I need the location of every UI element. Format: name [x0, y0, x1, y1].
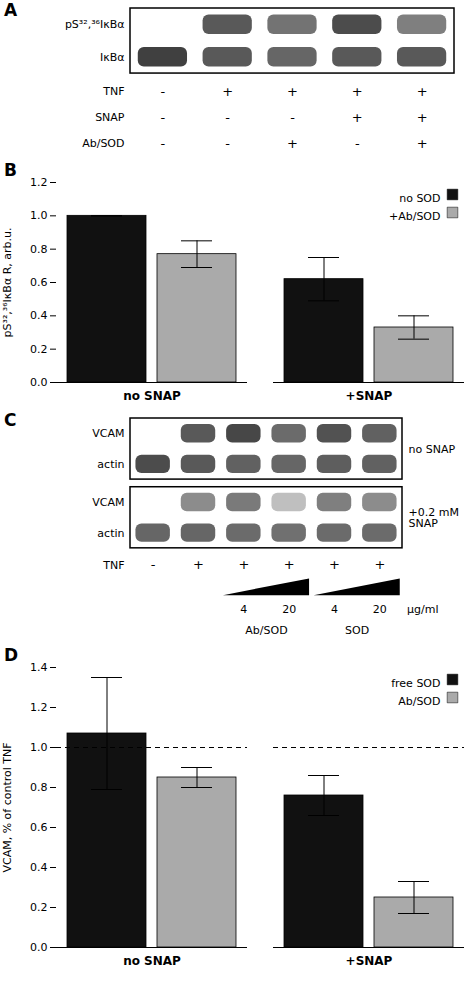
svg-text:+: +	[287, 136, 298, 151]
svg-text:no SOD: no SOD	[399, 192, 440, 205]
svg-text:VCAM: VCAM	[92, 427, 124, 440]
svg-text:-: -	[225, 136, 230, 151]
svg-text:+0.2 mMSNAP: +0.2 mMSNAP	[409, 506, 459, 530]
svg-text:actin: actin	[97, 458, 124, 471]
svg-text:-: -	[151, 557, 156, 572]
svg-text:1.2: 1.2	[30, 701, 48, 714]
svg-text:no SNAP: no SNAP	[409, 443, 456, 456]
svg-text:0.4: 0.4	[30, 861, 48, 874]
svg-text:+: +	[284, 557, 295, 572]
svg-text:+: +	[352, 110, 363, 125]
svg-text:0.0: 0.0	[30, 941, 48, 954]
svg-text:Ab/SOD: Ab/SOD	[398, 695, 440, 708]
svg-text:Ab/SOD: Ab/SOD	[82, 137, 124, 150]
svg-text:20: 20	[373, 603, 387, 616]
svg-text:0.2: 0.2	[30, 901, 48, 914]
svg-text:+: +	[193, 557, 204, 572]
svg-text:+: +	[374, 557, 385, 572]
svg-text:IκBα: IκBα	[100, 51, 125, 64]
svg-text:+: +	[222, 84, 233, 99]
svg-text:1.2: 1.2	[30, 176, 48, 189]
html-text:C: C	[4, 410, 17, 430]
svg-text:TNF: TNF	[102, 559, 124, 572]
svg-text:+Ab/SOD: +Ab/SOD	[389, 210, 441, 223]
svg-text:SNAP: SNAP	[95, 111, 125, 124]
svg-text:-: -	[161, 136, 166, 151]
svg-text:actin: actin	[97, 527, 124, 540]
svg-text:+: +	[417, 136, 428, 151]
svg-text:0.6: 0.6	[30, 821, 48, 834]
html-text:B: B	[4, 160, 17, 180]
svg-text:no SNAP: no SNAP	[123, 389, 181, 403]
html-text:A: A	[4, 0, 18, 20]
svg-text:-: -	[161, 84, 166, 99]
svg-text:pS³²,³⁶IκBα: pS³²,³⁶IκBα	[65, 18, 125, 31]
svg-text:1.0: 1.0	[30, 209, 48, 222]
svg-text:0.8: 0.8	[30, 781, 48, 794]
svg-text:+: +	[417, 110, 428, 125]
svg-text:0.4: 0.4	[30, 309, 48, 322]
svg-text:4: 4	[240, 603, 247, 616]
svg-text:1.0: 1.0	[30, 741, 48, 754]
svg-text:+: +	[352, 84, 363, 99]
svg-text:0.6: 0.6	[30, 276, 48, 289]
svg-text:no SNAP: no SNAP	[123, 954, 181, 968]
html-text:D: D	[4, 645, 19, 665]
svg-text:SOD: SOD	[345, 624, 369, 637]
svg-text:-: -	[161, 110, 166, 125]
svg-text:VCAM, % of control TNF: VCAM, % of control TNF	[1, 742, 14, 872]
svg-text:+SNAP: +SNAP	[346, 389, 393, 403]
svg-text:+SNAP: +SNAP	[346, 954, 393, 968]
svg-text:Ab/SOD: Ab/SOD	[245, 624, 287, 637]
svg-text:+: +	[287, 84, 298, 99]
svg-text:0.0: 0.0	[30, 376, 48, 389]
svg-text:0.2: 0.2	[30, 343, 48, 356]
svg-text:1.4: 1.4	[30, 661, 48, 674]
svg-text:TNF: TNF	[102, 85, 124, 98]
svg-text:-: -	[225, 110, 230, 125]
svg-text:20: 20	[282, 603, 296, 616]
svg-text:4: 4	[331, 603, 338, 616]
svg-text:+: +	[329, 557, 340, 572]
svg-text:+: +	[238, 557, 249, 572]
svg-text:0.8: 0.8	[30, 243, 48, 256]
svg-text:free SOD: free SOD	[391, 677, 440, 690]
svg-text:-: -	[355, 136, 360, 151]
svg-text:VCAM: VCAM	[92, 496, 124, 509]
svg-text:pS³²,³⁶IκBα R, arb.u.: pS³²,³⁶IκBα R, arb.u.	[1, 228, 14, 338]
svg-text:+: +	[417, 84, 428, 99]
svg-text:μg/ml: μg/ml	[407, 603, 438, 616]
svg-text:-: -	[290, 110, 295, 125]
